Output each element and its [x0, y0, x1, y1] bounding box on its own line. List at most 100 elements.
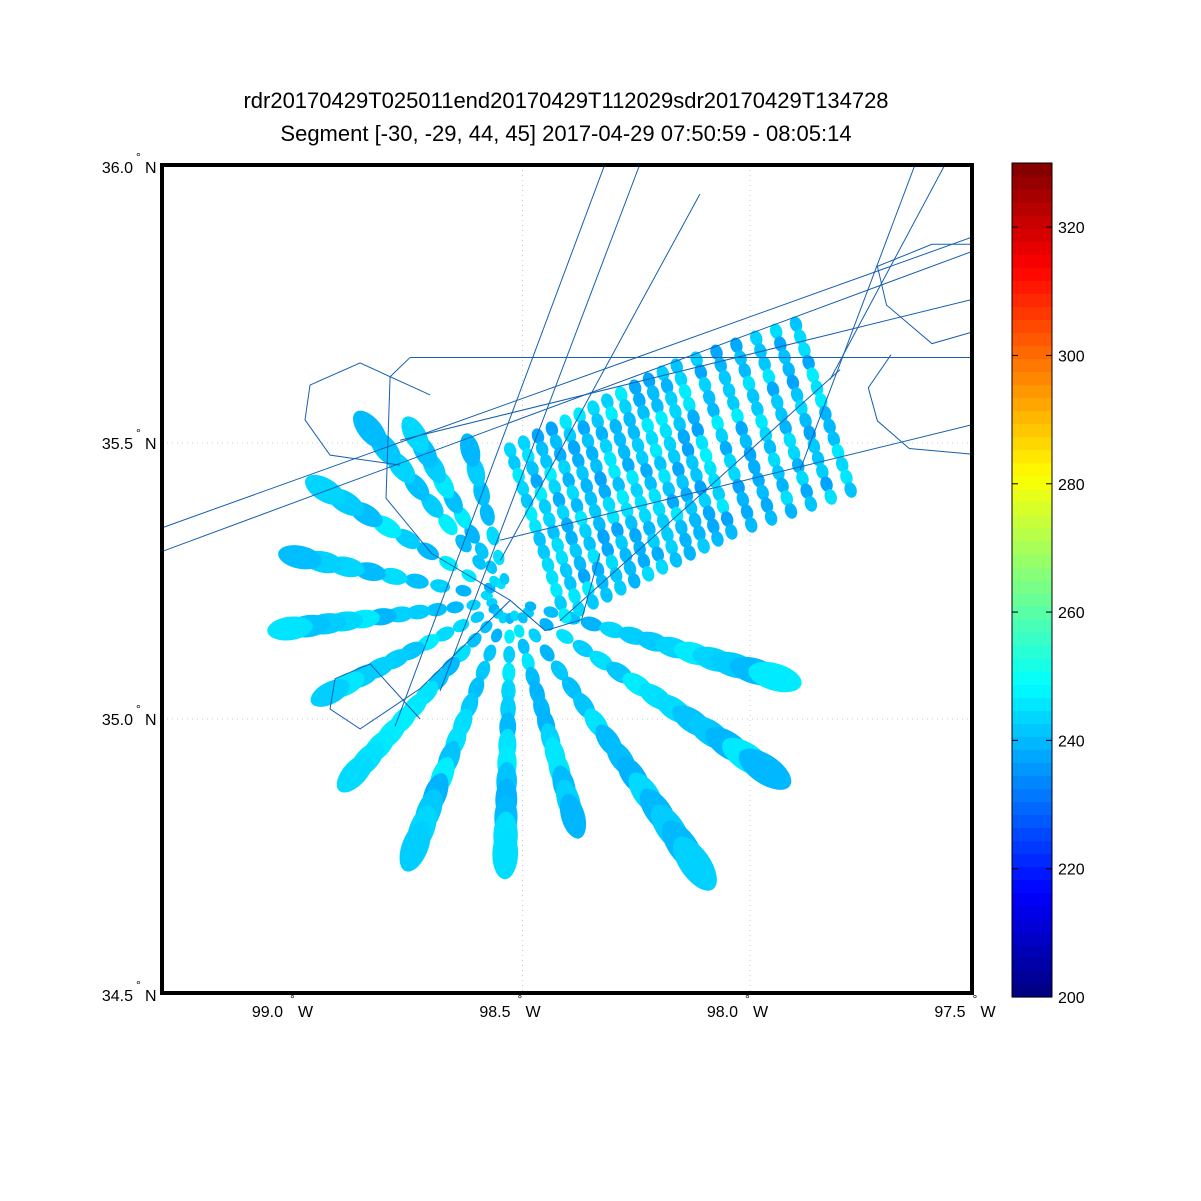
footprint: [634, 495, 648, 511]
footprint: [460, 433, 481, 467]
footprint: [521, 652, 535, 672]
footprint: [493, 549, 505, 566]
colorbar-segment: [1012, 606, 1052, 620]
colorbar-segment: [1012, 189, 1052, 203]
footprint: [548, 479, 561, 495]
colorbar-segment: [1012, 280, 1052, 294]
footprint: [502, 662, 516, 683]
colorbar-segment: [1012, 801, 1052, 816]
footprint: [811, 450, 825, 467]
chart-subtitle: Segment [-30, -29, 44, 45] 2017-04-29 07…: [280, 121, 851, 146]
footprint: [776, 477, 789, 494]
colorbar-segment: [1012, 970, 1052, 985]
footprint: [627, 424, 641, 441]
degree-symbol: °: [518, 992, 523, 1006]
footprint: [601, 393, 614, 410]
footprint: [426, 603, 448, 617]
footprint: [522, 448, 535, 464]
footprint: [609, 567, 623, 583]
footprint: [786, 374, 800, 391]
footprint: [543, 511, 556, 528]
footprint: [278, 545, 322, 570]
footprint: [446, 601, 464, 614]
footprint: [605, 554, 619, 571]
footprint: [641, 565, 655, 582]
degree-symbol: °: [290, 992, 295, 1006]
colorbar-segment: [1012, 436, 1052, 451]
colorbar-segment: [1012, 345, 1052, 360]
colorbar-segment: [1012, 228, 1052, 242]
footprint: [562, 472, 575, 488]
colorbar-segment: [1012, 293, 1052, 307]
footprint: [798, 341, 811, 358]
colorbar-segment: [1012, 775, 1052, 790]
footprint: [665, 539, 678, 555]
colorbar-segment: [1012, 684, 1052, 698]
colorbar-tick-label: 200: [1058, 990, 1085, 1007]
footprint: [454, 644, 471, 663]
flight-track: [329, 599, 511, 730]
colorbar-segment: [1012, 671, 1052, 685]
footprint: [601, 541, 614, 558]
footprint: [304, 474, 346, 506]
footprint: [750, 330, 763, 347]
footprint: [698, 492, 712, 509]
footprint: [508, 455, 521, 471]
footprint: [775, 406, 788, 423]
colorbar-segment: [1012, 658, 1052, 672]
footprint: [499, 573, 510, 585]
footprint: [719, 440, 733, 457]
footprint: [716, 498, 730, 515]
footprint: [336, 753, 374, 793]
colorbar-segment: [1012, 449, 1052, 464]
footprint: [789, 316, 803, 333]
degree-symbol: °: [136, 150, 141, 164]
footprint: [545, 569, 559, 586]
colorbar-segment: [1012, 710, 1052, 724]
footprint: [633, 392, 646, 408]
flight-track: [867, 354, 971, 455]
footprint: [535, 441, 549, 457]
footprint: [697, 538, 710, 554]
footprint: [577, 568, 591, 585]
footprint: [760, 497, 774, 513]
footprint: [779, 419, 792, 436]
footprint: [795, 399, 808, 416]
footprint: [800, 483, 813, 499]
footprint: [714, 357, 727, 373]
plot-frame: [160, 163, 974, 995]
colorbar-segment: [1012, 540, 1052, 555]
footprint: [756, 484, 769, 501]
footprint: [584, 490, 598, 507]
footprint: [503, 442, 517, 459]
colorbar-segment: [1012, 957, 1052, 972]
colorbar-tick-label: 280: [1058, 477, 1085, 494]
footprint: [605, 406, 618, 422]
colorbar-segment: [1012, 475, 1052, 490]
footprint: [516, 480, 530, 497]
flight-track: [559, 369, 841, 622]
colorbar-segment: [1012, 762, 1052, 777]
footprint: [720, 511, 734, 527]
footprint: [504, 629, 515, 644]
footprint: [711, 415, 724, 431]
x-tick-label: 99.0: [252, 1004, 283, 1021]
y-tick-hemisphere: N: [145, 436, 157, 453]
flight-tracks: [162, 165, 972, 730]
footprint: [587, 548, 601, 565]
footprint: [806, 367, 820, 384]
footprint: [751, 401, 764, 417]
footprint: [559, 793, 587, 839]
footprint: [452, 619, 470, 633]
footprint: [630, 482, 643, 499]
footprint: [575, 510, 588, 527]
footprint: [707, 402, 720, 419]
footprint: [646, 385, 660, 401]
flight-track: [876, 243, 971, 345]
footprint: [772, 464, 785, 481]
flight-track: [385, 357, 601, 632]
footprint: [637, 553, 651, 569]
footprint: [623, 560, 637, 576]
footprint: [804, 496, 818, 512]
footprint: [565, 530, 578, 546]
